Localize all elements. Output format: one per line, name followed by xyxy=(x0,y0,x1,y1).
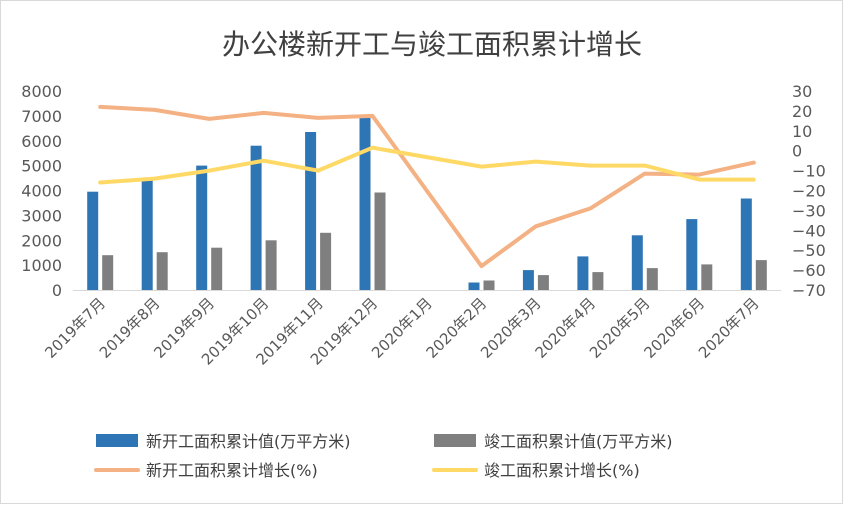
new-start-bar xyxy=(631,235,643,290)
left-axis: 0 1000 2000 3000 4000 5000 6000 7000 8000 xyxy=(21,82,62,300)
right-axis-tick: −10 xyxy=(792,162,826,181)
right-axis-tick: −20 xyxy=(792,182,826,201)
category-axis: 2019年7月2019年8月2019年9月2019年10月2019年11月201… xyxy=(41,294,762,368)
new-start-bar xyxy=(522,270,534,290)
new-start-bar xyxy=(141,179,153,290)
completion-bar xyxy=(755,260,767,290)
chart-title: 办公楼新开工与竣工面积累计增长 xyxy=(222,28,642,61)
right-axis-tick: 30 xyxy=(792,82,812,101)
new-start-bar xyxy=(468,282,480,290)
completion-bar xyxy=(592,272,604,290)
new-start-bar xyxy=(359,116,371,291)
left-axis-tick: 8000 xyxy=(21,82,62,101)
completion-bar xyxy=(102,255,114,290)
completion-bar xyxy=(701,264,713,290)
new-start-bar xyxy=(305,132,317,290)
new-start-bar xyxy=(686,219,698,290)
right-axis-tick: −60 xyxy=(792,261,826,280)
right-axis-tick: −30 xyxy=(792,201,826,220)
legend-swatch-bar xyxy=(434,434,476,447)
new-start-bar xyxy=(740,198,752,290)
completion-bar xyxy=(646,268,658,290)
new-start-growth-line xyxy=(98,104,756,269)
legend-swatch-bar xyxy=(96,434,138,447)
completion-bar xyxy=(265,240,277,291)
left-axis-tick: 4000 xyxy=(21,182,62,201)
left-axis-tick: 2000 xyxy=(21,231,62,250)
right-axis-tick: −70 xyxy=(792,281,826,300)
completion-growth-line xyxy=(98,145,756,185)
left-axis-tick: 6000 xyxy=(21,132,62,151)
right-axis-tick: −50 xyxy=(792,241,826,260)
new-start-bar xyxy=(577,256,589,290)
completion-bar xyxy=(320,232,332,290)
new-start-bar xyxy=(250,145,262,290)
left-axis-tick: 5000 xyxy=(21,157,62,176)
legend-label: 竣工面积累计值(万平方米) xyxy=(484,432,673,451)
lines-layer xyxy=(98,104,756,269)
new-start-bar xyxy=(196,165,208,290)
completion-bar xyxy=(156,252,168,290)
left-axis-tick: 0 xyxy=(52,281,62,300)
right-axis-tick: 20 xyxy=(792,102,812,121)
legend-label: 新开工面积累计增长(%) xyxy=(146,461,318,480)
legend-label: 竣工面积累计增长(%) xyxy=(484,461,640,480)
left-axis-tick: 1000 xyxy=(21,256,62,275)
right-axis-tick: 10 xyxy=(792,122,812,141)
right-axis-tick: 0 xyxy=(792,142,802,161)
completion-bar xyxy=(374,192,386,290)
new-start-bar xyxy=(87,191,99,290)
completion-bar xyxy=(211,247,223,290)
legend-label: 新开工面积累计值(万平方米) xyxy=(146,432,351,451)
completion-bar xyxy=(483,280,495,290)
left-axis-tick: 3000 xyxy=(21,206,62,225)
right-axis-tick: −40 xyxy=(792,221,826,240)
legend: 新开工面积累计值(万平方米) 竣工面积累计值(万平方米) 新开工面积累计增长(%) 竣… xyxy=(94,432,673,480)
left-axis-tick: 7000 xyxy=(21,107,62,126)
bars-layer xyxy=(87,116,767,291)
completion-bar xyxy=(537,275,549,290)
